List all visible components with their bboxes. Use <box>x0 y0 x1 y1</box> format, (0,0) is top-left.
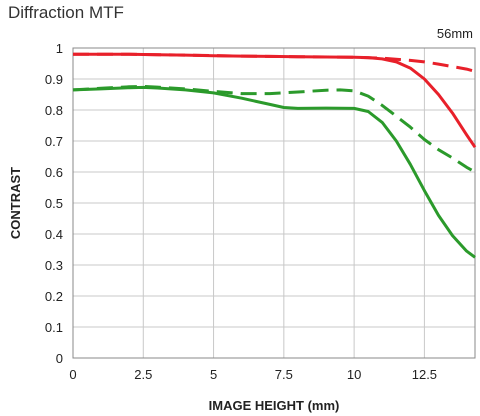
y-tick-label: 0.6 <box>45 165 63 180</box>
y-tick-label: 1 <box>56 41 63 56</box>
y-tick-label: 0.8 <box>45 103 63 118</box>
x-tick-label: 0 <box>69 367 76 382</box>
x-tick-label: 2.5 <box>134 367 152 382</box>
y-tick-label: 0.4 <box>45 227 63 242</box>
y-tick-label: 0.5 <box>45 196 63 211</box>
y-tick-label: 0.1 <box>45 320 63 335</box>
y-tick-label: 0.3 <box>45 258 63 273</box>
y-axis-label: CONTRAST <box>8 167 23 239</box>
series-line-green-dashed <box>72 84 476 174</box>
plot-frame <box>72 47 476 359</box>
y-tick-label: 0 <box>56 351 63 366</box>
x-axis-label: IMAGE HEIGHT (mm) <box>209 398 340 413</box>
focal-length-annotation: 56mm <box>437 26 473 41</box>
x-tick-label: 12.5 <box>412 367 437 382</box>
x-tick-label: 7.5 <box>275 367 293 382</box>
x-tick-label: 10 <box>347 367 361 382</box>
chart-title: Diffraction MTF <box>8 3 124 22</box>
series-line-red-solid <box>73 52 477 149</box>
series-line-red-dashed <box>73 52 476 73</box>
y-tick-label: 0.9 <box>45 72 63 87</box>
x-tick-label: 5 <box>210 367 217 382</box>
y-tick-label: 0.7 <box>45 134 63 149</box>
y-tick-label: 0.2 <box>45 289 63 304</box>
